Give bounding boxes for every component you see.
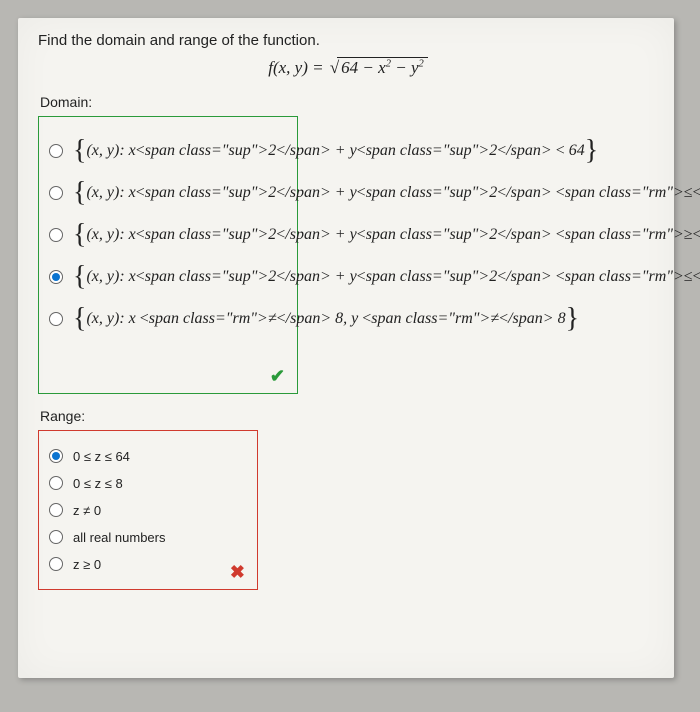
radio-button[interactable] [49, 476, 63, 490]
domain-option-text: {(x, y): x <span class="rm">≠</span> 8, … [73, 310, 579, 328]
radio-button[interactable] [49, 449, 63, 463]
question-prompt: Find the domain and range of the functio… [38, 32, 658, 49]
range-option-text: z ≥ 0 [73, 557, 101, 572]
range-option[interactable]: 0 ≤ z ≤ 64 [49, 444, 247, 468]
domain-option-text: {(x, y): x<span class="sup">2</span> + y… [73, 142, 598, 160]
domain-option-text: {(x, y): x<span class="sup">2</span> + y… [73, 184, 700, 202]
radio-button[interactable] [49, 503, 63, 517]
domain-option-text: {(x, y): x<span class="sup">2</span> + y… [73, 268, 700, 286]
domain-option[interactable]: {(x, y): x <span class="rm">≠</span> 8, … [49, 301, 287, 337]
range-option[interactable]: 0 ≤ z ≤ 8 [49, 471, 247, 495]
radio-button[interactable] [49, 228, 63, 242]
domain-option-text: {(x, y): x<span class="sup">2</span> + y… [73, 226, 700, 244]
radio-button[interactable] [49, 270, 63, 284]
function-equation: f(x, y) = √ 64 − x2 − y2 [38, 57, 658, 80]
range-option-text: 0 ≤ z ≤ 64 [73, 449, 130, 464]
radio-button[interactable] [49, 530, 63, 544]
equation-lhs: f(x, y) = [268, 58, 328, 77]
check-icon: ✔ [270, 366, 285, 387]
question-card: Find the domain and range of the functio… [18, 18, 674, 678]
range-option-text: all real numbers [73, 530, 166, 545]
radio-button[interactable] [49, 557, 63, 571]
range-label: Range: [40, 408, 658, 424]
domain-option[interactable]: {(x, y): x<span class="sup">2</span> + y… [49, 259, 287, 295]
range-option[interactable]: all real numbers [49, 525, 247, 549]
domain-option[interactable]: {(x, y): x<span class="sup">2</span> + y… [49, 217, 287, 253]
domain-options-group: {(x, y): x<span class="sup">2</span> + y… [38, 116, 298, 394]
radio-button[interactable] [49, 312, 63, 326]
range-option-text: 0 ≤ z ≤ 8 [73, 476, 123, 491]
range-options-group: 0 ≤ z ≤ 64 0 ≤ z ≤ 8 z ≠ 0 all real numbers… [38, 430, 258, 590]
range-option[interactable]: z ≠ 0 [49, 498, 247, 522]
range-option-text: z ≠ 0 [73, 503, 101, 518]
radicand: 64 − x2 − y2 [337, 57, 428, 80]
radio-button[interactable] [49, 186, 63, 200]
domain-option[interactable]: {(x, y): x<span class="sup">2</span> + y… [49, 133, 287, 169]
cross-icon: ✖ [230, 562, 245, 583]
range-option[interactable]: z ≥ 0 [49, 552, 247, 576]
radio-button[interactable] [49, 144, 63, 158]
sqrt-symbol: √ 64 − x2 − y2 [328, 57, 428, 80]
domain-option[interactable]: {(x, y): x<span class="sup">2</span> + y… [49, 175, 287, 211]
domain-label: Domain: [40, 94, 658, 110]
